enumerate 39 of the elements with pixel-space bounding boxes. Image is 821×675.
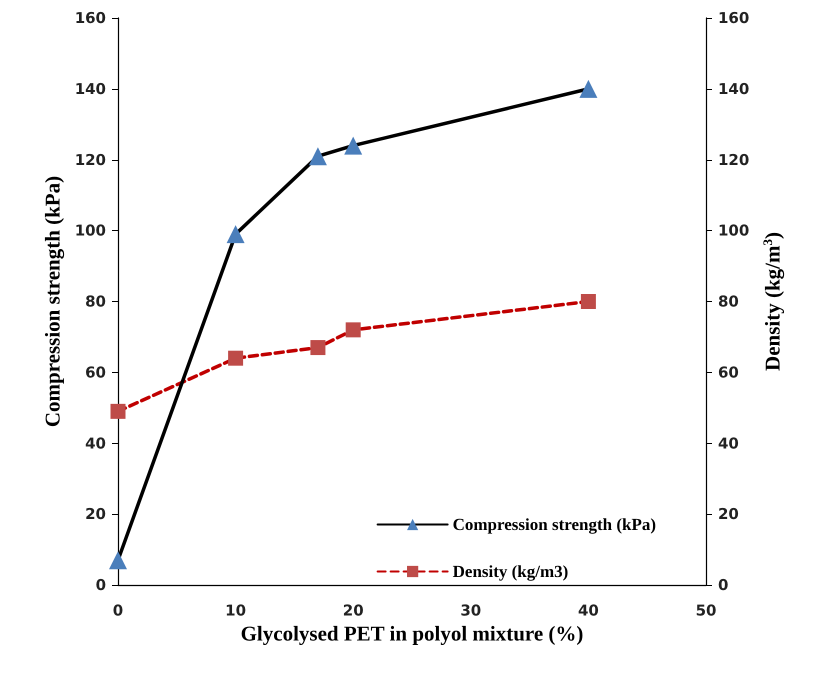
x-tick-label: 0	[112, 602, 124, 620]
x-axis-title: Glycolysed PET in polyol mixture (%)	[240, 622, 584, 646]
point	[579, 80, 598, 98]
legend-label: Density (kg/m3)	[452, 562, 568, 581]
y2-tick-label: 60	[718, 363, 739, 382]
point	[109, 551, 127, 570]
point	[308, 147, 327, 166]
point	[346, 322, 361, 338]
y2-tick-label: 80	[718, 292, 739, 310]
y-tick-label: 60	[85, 363, 106, 382]
y2-tick-label: 0	[718, 576, 728, 594]
x-tick-label: 50	[696, 602, 716, 620]
y-tick-label: 40	[85, 434, 106, 452]
y2-tick-label: 40	[718, 434, 739, 452]
y2-tick-label: 160	[718, 9, 750, 27]
point	[110, 404, 126, 419]
y2-tick-label: 20	[718, 505, 739, 524]
y2-tick-label: 140	[718, 80, 750, 98]
y-tick-label: 0	[96, 576, 106, 594]
y2-axis-title: Density (kg/m3)	[760, 232, 784, 371]
x-tick-label: 10	[225, 602, 246, 620]
x-tick-label: 20	[342, 602, 364, 620]
point	[580, 294, 596, 309]
point	[310, 340, 326, 356]
y-axis-title: Compression strength (kPa)	[40, 176, 64, 428]
y-tick-label: 80	[85, 292, 106, 310]
y-tick-label: 120	[74, 150, 106, 169]
point	[344, 136, 362, 155]
y-tick-label: 140	[74, 80, 106, 98]
point	[226, 225, 245, 244]
y2-tick-label: 120	[718, 150, 750, 169]
x-tick-label: 30	[460, 602, 482, 620]
y-tick-label: 160	[74, 9, 106, 27]
point	[228, 350, 244, 366]
y2-tick-label: 100	[718, 222, 750, 240]
x-tick-label: 40	[578, 602, 599, 620]
y-tick-label: 100	[74, 222, 106, 240]
legend-label: Compression strength (kPa)	[452, 515, 656, 534]
y-tick-label: 20	[85, 505, 106, 524]
